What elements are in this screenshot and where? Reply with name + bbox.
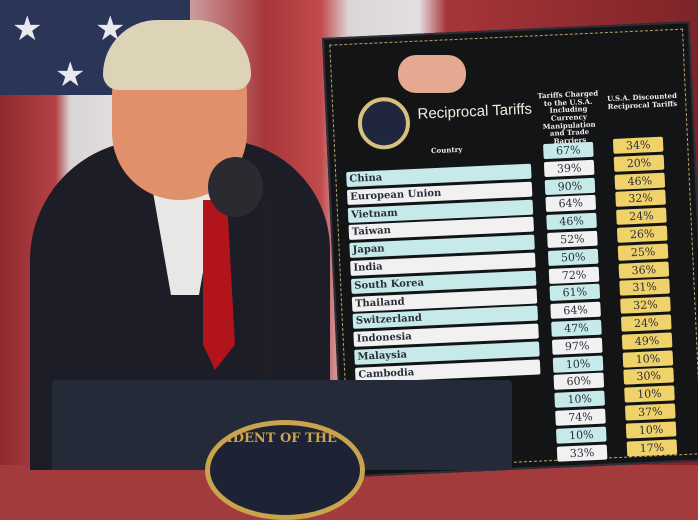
charged-value: 33% — [556, 444, 608, 462]
podium-seal-text: SIDENT OF THE U — [217, 431, 353, 446]
charged-value: 61% — [549, 284, 601, 302]
discounted-value: 46% — [614, 172, 666, 190]
discounted-value: 10% — [624, 385, 675, 403]
speaker-hair — [103, 20, 251, 90]
microphone-stand — [262, 200, 270, 380]
discounted-value: 24% — [616, 207, 667, 226]
charged-value: 52% — [547, 230, 598, 248]
charged-value: 50% — [547, 248, 599, 266]
discounted-value: 10% — [625, 421, 677, 439]
discounted-value: 34% — [612, 136, 664, 154]
charged-value: 64% — [545, 195, 597, 213]
discounted-value: 24% — [620, 314, 672, 332]
discounted-value: 32% — [620, 296, 671, 314]
discounted-value: 25% — [617, 243, 669, 261]
microphone-icon — [208, 157, 263, 217]
charged-value: 97% — [551, 337, 603, 355]
podium-seal: SIDENT OF THE U — [205, 420, 365, 520]
charged-value: 60% — [553, 372, 605, 391]
discounted-header: U.S.A. Discounted Reciprocal Tariffs — [606, 90, 678, 111]
discounted-value: 30% — [623, 367, 675, 386]
star-icon: ★ — [55, 55, 86, 95]
charged-value: 67% — [543, 141, 594, 160]
discounted-value: 36% — [618, 261, 670, 279]
charged-value: 47% — [551, 319, 602, 337]
charged-value: 10% — [554, 390, 605, 408]
discounted-value: 26% — [616, 225, 668, 243]
hand — [398, 55, 466, 93]
charged-header: Tariffs Charged to the U.S.A. Including … — [537, 88, 599, 146]
charged-value: 74% — [555, 408, 606, 426]
discounted-value: 10% — [622, 350, 674, 368]
charged-value: 39% — [543, 159, 595, 177]
charged-value: 46% — [546, 212, 597, 231]
charged-value: 64% — [550, 301, 601, 320]
discounted-value: 37% — [624, 403, 676, 421]
charged-value: 10% — [552, 355, 604, 373]
discounted-value: 20% — [613, 154, 665, 172]
star-icon: ★ — [12, 9, 43, 49]
discounted-value: 17% — [626, 438, 678, 457]
discounted-value: 31% — [619, 278, 670, 297]
charged-value: 90% — [544, 177, 596, 195]
charged-value: 10% — [555, 426, 607, 444]
discounted-value: 49% — [621, 332, 673, 350]
discounted-value: 32% — [615, 189, 666, 208]
charged-value: 72% — [548, 266, 600, 284]
